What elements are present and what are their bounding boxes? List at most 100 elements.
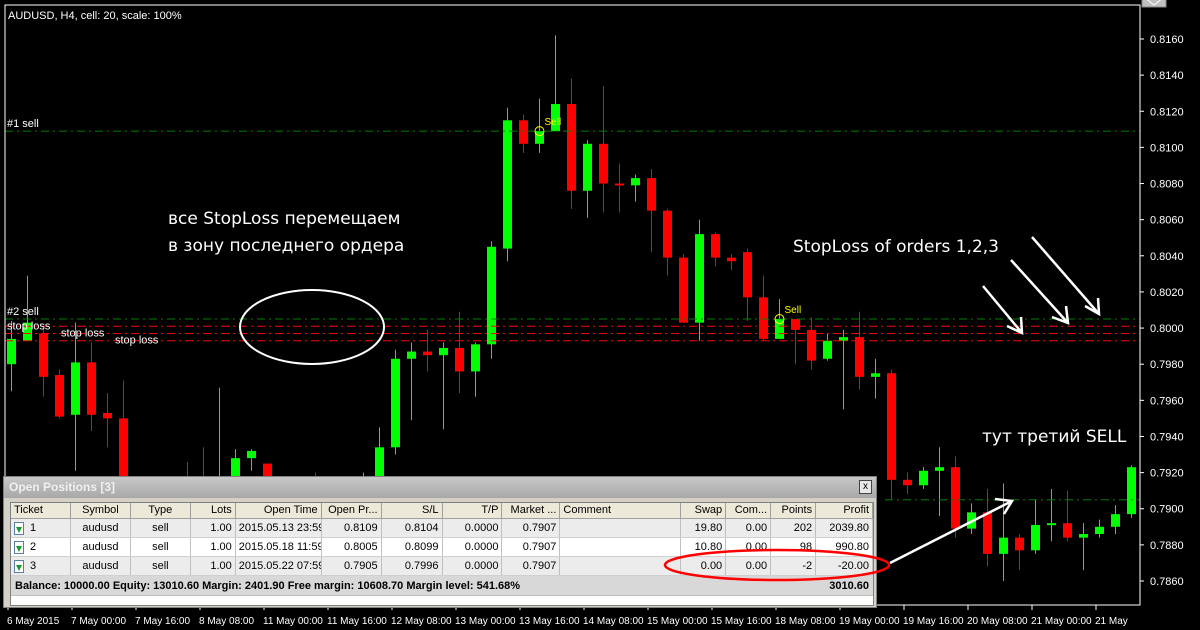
column-header[interactable]: Symbol: [71, 503, 131, 518]
time-label: 8 May 08:00: [199, 616, 254, 627]
candle: [391, 349, 400, 455]
panel-title: Open Positions [3]: [9, 480, 116, 494]
candle-body: [247, 450, 256, 459]
candle-body: [887, 373, 896, 480]
column-header[interactable]: Ticket: [11, 503, 71, 518]
candle-body: [487, 246, 496, 345]
cell-ticket: 2: [30, 541, 37, 553]
price-label: 0.8020: [1150, 287, 1184, 299]
table-row[interactable]: 3 audusd sell 1.00 2015.05.22 07:59 0.7905 0.7…: [11, 557, 874, 576]
candle: [903, 472, 912, 495]
cell: 0.7907: [502, 538, 561, 556]
sell-marker-icon: [534, 126, 545, 137]
candle-body: [647, 178, 656, 211]
column-header[interactable]: Profit: [816, 503, 874, 518]
column-header[interactable]: S/L: [382, 503, 443, 518]
cell: 98: [771, 538, 817, 556]
candle-body: [407, 351, 416, 359]
column-header[interactable]: Open Pr...: [322, 503, 382, 518]
column-header[interactable]: Market ...: [502, 503, 561, 518]
candle: [839, 329, 848, 410]
candle-body: [951, 467, 960, 529]
candle: [71, 322, 80, 471]
candle: [615, 163, 624, 213]
candle-body: [1127, 467, 1136, 515]
sell-marker-icon: [774, 314, 785, 325]
candle: [631, 174, 640, 202]
cell: 0.0000: [443, 557, 503, 575]
cell: 0.8005: [322, 538, 382, 556]
cell: 0.8104: [382, 519, 443, 537]
candle: [103, 393, 112, 448]
candle: [951, 456, 960, 538]
cell: 1.00: [191, 557, 236, 575]
price-label: 0.8120: [1150, 106, 1184, 118]
time-label: 13 May 00:00: [455, 616, 516, 627]
cell: 0.0000: [443, 538, 503, 556]
time-label: 11 May 16:00: [327, 616, 387, 627]
candle-body: [535, 131, 544, 144]
sell-order-icon: [14, 559, 24, 573]
time-label: 20 May 08:00: [967, 616, 1028, 627]
candle: [887, 369, 896, 500]
candle-body: [1111, 514, 1120, 527]
column-header[interactable]: Open Time: [236, 503, 322, 518]
cell: 0.7996: [382, 557, 443, 575]
arrow-icon: [1010, 259, 1070, 325]
table-row[interactable]: 2 audusd sell 1.00 2015.05.18 11:59 0.8005 0.8…: [11, 538, 874, 557]
candle-body: [695, 234, 704, 323]
column-header[interactable]: T/P: [443, 503, 503, 518]
candle: [695, 219, 704, 341]
candle: [759, 275, 768, 341]
mail-icon[interactable]: [1141, 0, 1167, 8]
open-positions-panel: Open Positions [3] x Ticket Symbol Type Lot…: [3, 476, 877, 608]
candle-body: [839, 337, 848, 341]
candle-body: [727, 257, 736, 262]
candle-body: [1015, 537, 1024, 551]
arrow-icon: [889, 497, 1015, 565]
candle-body: [1079, 534, 1088, 538]
price-label: 0.8040: [1150, 251, 1184, 263]
candle-body: [1047, 523, 1056, 526]
time-label: 14 May 08:00: [583, 616, 644, 627]
cell: 0.00: [726, 538, 772, 556]
candle-body: [55, 375, 64, 417]
time-label: 7 May 16:00: [135, 616, 190, 627]
close-button[interactable]: x: [859, 480, 872, 494]
time-label: 7 May 00:00: [71, 616, 126, 627]
candle-body: [663, 210, 672, 258]
stoploss-label: stop loss: [115, 335, 159, 347]
price-label: 0.7980: [1150, 359, 1184, 371]
candle-body: [455, 347, 464, 372]
candle: [1095, 519, 1104, 538]
column-header[interactable]: Com...: [726, 503, 772, 518]
candle: [599, 85, 608, 213]
time-label: 19 May 16:00: [903, 616, 964, 627]
candle-body: [567, 104, 576, 191]
panel-title-bar[interactable]: Open Positions [3] x: [4, 477, 876, 498]
column-header[interactable]: Comment: [560, 503, 682, 518]
candle: [87, 342, 96, 432]
price-label: 0.7940: [1150, 431, 1184, 443]
cell: 19.80: [681, 519, 727, 537]
cell: 0.7905: [322, 557, 382, 575]
arrow-icon: [982, 285, 1024, 336]
cell: [560, 538, 682, 556]
column-header[interactable]: Type: [131, 503, 191, 518]
candle-body: [1031, 524, 1040, 551]
table-row[interactable]: 1 audusd sell 1.00 2015.05.13 23:59 0.8109 0.8…: [11, 519, 874, 538]
candle-body: [823, 340, 832, 359]
candle: [487, 241, 496, 359]
column-header[interactable]: Points: [771, 503, 817, 518]
candle: [551, 35, 560, 132]
cell: 1: [11, 519, 71, 537]
cell: 2: [11, 538, 71, 556]
column-header[interactable]: Swap: [681, 503, 727, 518]
candle: [1031, 499, 1040, 554]
cell: 2015.05.13 23:59: [236, 519, 322, 537]
candle-body: [791, 319, 800, 330]
candle-body: [519, 120, 528, 144]
time-label: 13 May 16:00: [519, 616, 580, 627]
column-header[interactable]: Lots: [191, 503, 236, 518]
